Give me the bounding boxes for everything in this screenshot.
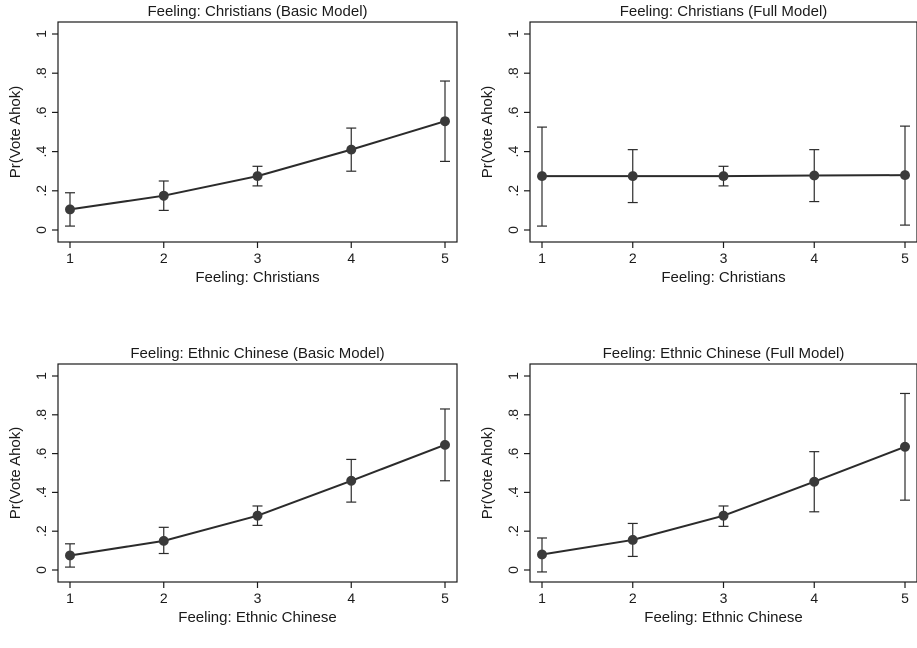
data-point [718, 510, 729, 521]
chart-title: Feeling: Christians (Basic Model) [147, 3, 367, 20]
y-tick-label: .8 [505, 67, 521, 79]
chart-panel-chinese-basic: Feeling: Ethnic Chinese (Basic Model) 0 .2… [7, 345, 458, 626]
x-axis-label: Feeling: Christians [661, 269, 785, 286]
y-axis-label: Pr(Vote Ahok) [7, 86, 24, 179]
chart-title: Feeling: Ethnic Chinese (Full Model) [603, 345, 845, 362]
x-tick-label: 3 [254, 250, 262, 266]
y-tick-label: .4 [33, 146, 49, 158]
data-point [252, 510, 263, 521]
y-tick-label: .2 [505, 185, 521, 197]
x-tick-label: 3 [720, 590, 728, 606]
x-tick-label: 3 [720, 250, 728, 266]
x-axis-label: Feeling: Ethnic Chinese [644, 609, 802, 626]
data-point [440, 116, 450, 127]
chart-panel-christians-basic: Feeling: Christians (Basic Model) 0 .2 .4 .6… [7, 3, 458, 286]
data-point [65, 550, 75, 561]
data-point [537, 549, 547, 560]
y-tick-label: 0 [33, 566, 49, 574]
x-tick-label: 5 [901, 590, 909, 606]
y-axis-label: Pr(Vote Ahok) [7, 427, 24, 520]
plot-frame [529, 363, 917, 583]
y-tick-label: 1 [505, 30, 521, 38]
x-tick-label: 1 [66, 250, 74, 266]
y-tick-label: 0 [33, 226, 49, 234]
x-tick-label: 4 [810, 590, 818, 606]
y-tick-label: .8 [33, 67, 49, 79]
x-tick-label: 4 [347, 590, 355, 606]
series-line [541, 445, 906, 556]
y-tick-label: .4 [505, 146, 521, 158]
y-tick-label: .8 [505, 409, 521, 421]
x-tick-label: 5 [901, 250, 909, 266]
y-tick-label: .6 [505, 448, 521, 460]
y-tick-label: .6 [505, 106, 521, 118]
y-tick-label: .2 [33, 185, 49, 197]
data-point [809, 170, 820, 181]
x-axis-label: Feeling: Ethnic Chinese [178, 609, 336, 626]
chart-title: Feeling: Ethnic Chinese (Basic Model) [130, 345, 384, 362]
x-tick-label: 4 [810, 250, 818, 266]
series-line [69, 443, 446, 557]
data-point [440, 439, 450, 450]
y-tick-label: .2 [505, 525, 521, 537]
plot-frame [57, 363, 458, 583]
plot-frame [529, 21, 917, 243]
y-tick-label: 0 [505, 566, 521, 574]
x-tick-label: 3 [254, 590, 262, 606]
data-point [158, 190, 169, 201]
data-point [252, 171, 263, 182]
x-axis-label: Feeling: Christians [195, 269, 319, 286]
data-point [900, 441, 910, 452]
data-point [718, 171, 729, 182]
chart-panel-chinese-full: Feeling: Ethnic Chinese (Full Model) 0 .2.… [479, 345, 917, 626]
x-tick-label: 1 [66, 590, 74, 606]
x-tick-label: 2 [160, 590, 168, 606]
y-tick-label: .2 [33, 525, 49, 537]
plot-frame [57, 21, 458, 243]
x-tick-label: 1 [538, 590, 546, 606]
data-point [158, 535, 169, 546]
data-point [809, 476, 820, 487]
x-tick-label: 2 [160, 250, 168, 266]
data-point [627, 171, 638, 182]
y-axis-label: Pr(Vote Ahok) [479, 427, 496, 520]
chart-title: Feeling: Christians (Full Model) [620, 3, 828, 20]
series-line [69, 120, 446, 211]
x-tick-label: 1 [538, 250, 546, 266]
data-point [346, 144, 357, 155]
y-tick-label: .8 [33, 409, 49, 421]
data-point [900, 170, 910, 181]
y-tick-label: 1 [33, 30, 49, 38]
chart-panel-christians-full: Feeling: Christians (Full Model) 0 .2 .4 .6.… [479, 3, 917, 286]
y-tick-label: .6 [33, 448, 49, 460]
data-point [346, 475, 357, 486]
x-tick-label: 4 [347, 250, 355, 266]
y-tick-label: .6 [33, 106, 49, 118]
x-tick-label: 5 [441, 250, 449, 266]
data-point [65, 204, 75, 215]
y-tick-label: 1 [505, 372, 521, 380]
y-axis-label: Pr(Vote Ahok) [479, 86, 496, 179]
data-point [627, 534, 638, 545]
y-tick-label: .4 [505, 486, 521, 498]
y-tick-label: .4 [33, 486, 49, 498]
data-point [537, 171, 547, 182]
y-tick-label: 1 [33, 372, 49, 380]
x-tick-label: 2 [629, 590, 637, 606]
y-tick-label: 0 [505, 226, 521, 234]
x-tick-label: 2 [629, 250, 637, 266]
x-tick-label: 5 [441, 590, 449, 606]
